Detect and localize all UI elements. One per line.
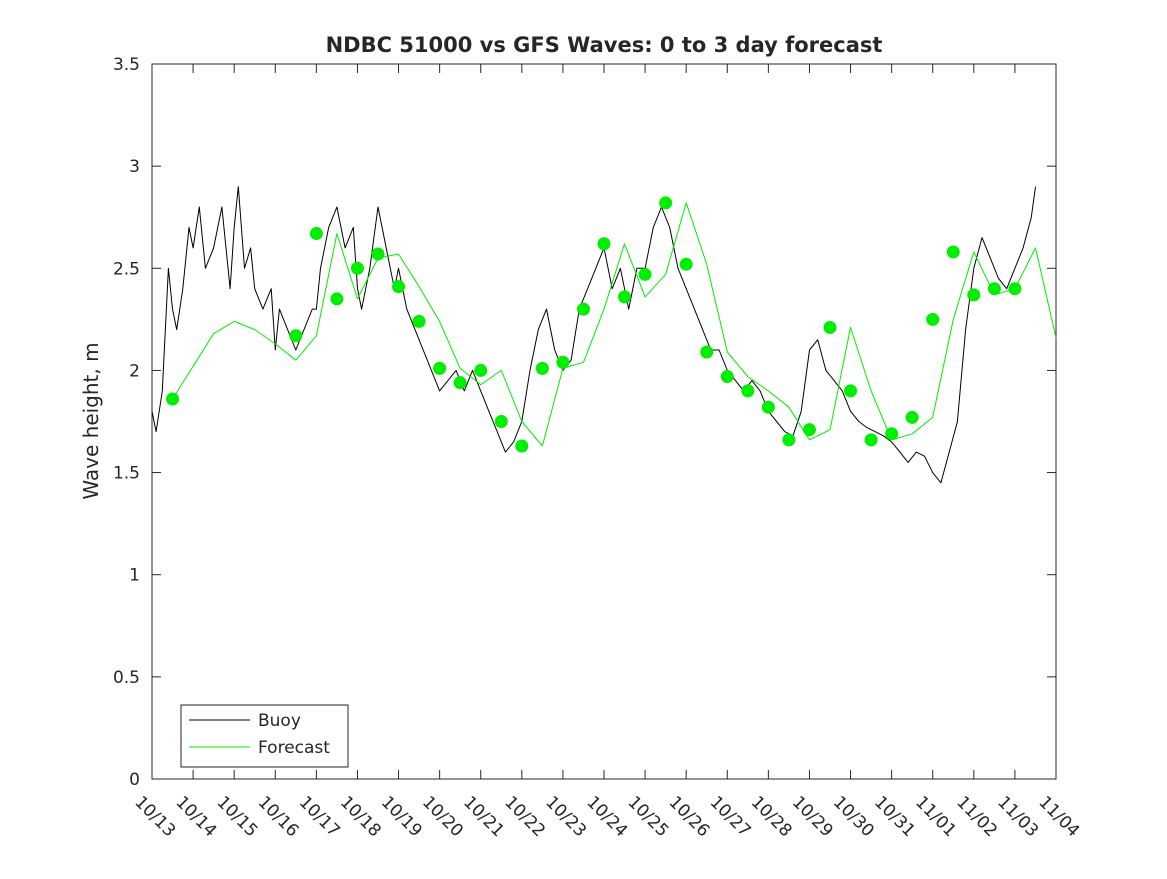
y-axis-label: Wave height, m [79, 342, 103, 499]
forecast-point [515, 439, 529, 453]
forecast-point [556, 355, 570, 369]
forecast-point [597, 237, 611, 251]
forecast-point [802, 423, 816, 437]
forecast-point [350, 261, 364, 275]
forecast-point [967, 288, 981, 302]
legend-buoy-label: Buoy [258, 711, 301, 731]
forecast-point [433, 361, 447, 375]
forecast-series-line [172, 202, 1057, 447]
forecast-point [166, 392, 180, 406]
forecast-point [1008, 282, 1022, 296]
forecast-point [412, 314, 426, 328]
forecast-point [453, 376, 467, 390]
forecast-point [679, 257, 693, 271]
y-tick-label: 2 [129, 361, 140, 381]
forecast-point [987, 282, 1001, 296]
forecast-point [926, 312, 940, 326]
y-tick-label: 1 [129, 566, 140, 586]
forecast-point [720, 370, 734, 384]
forecast-point [885, 427, 899, 441]
forecast-point [289, 329, 303, 343]
y-tick-label: 0.5 [113, 668, 140, 688]
y-tick-label: 2.5 [113, 259, 140, 279]
legend-box [180, 704, 349, 768]
y-tick-label: 0 [129, 770, 140, 790]
forecast-point [535, 361, 549, 375]
forecast-point [638, 267, 652, 281]
forecast-point [946, 245, 960, 259]
y-tick-label: 1.5 [113, 464, 140, 484]
forecast-point [494, 415, 508, 428]
forecast-point [659, 196, 673, 210]
buoy-series-line [151, 186, 1036, 484]
forecast-point [309, 227, 323, 241]
forecast-point [782, 433, 796, 447]
forecast-point [371, 247, 385, 261]
y-tick-label: 3.5 [113, 55, 140, 75]
forecast-point [392, 280, 406, 294]
chart-title: NDBC 51000 vs GFS Waves: 0 to 3 day fore… [326, 33, 883, 57]
forecast-point [474, 363, 488, 377]
legend-forecast-label: Forecast [258, 738, 330, 758]
forecast-point [700, 345, 714, 359]
forecast-point [844, 384, 858, 398]
forecast-point [761, 400, 775, 414]
forecast-point [576, 302, 590, 316]
forecast-point [823, 321, 837, 335]
forecast-point [864, 433, 878, 447]
y-tick-label: 3 [129, 157, 140, 177]
forecast-point [741, 384, 755, 398]
forecast-point [330, 292, 344, 306]
forecast-point [618, 290, 632, 304]
forecast-point [905, 410, 919, 424]
legend: Buoy Forecast [180, 704, 349, 768]
